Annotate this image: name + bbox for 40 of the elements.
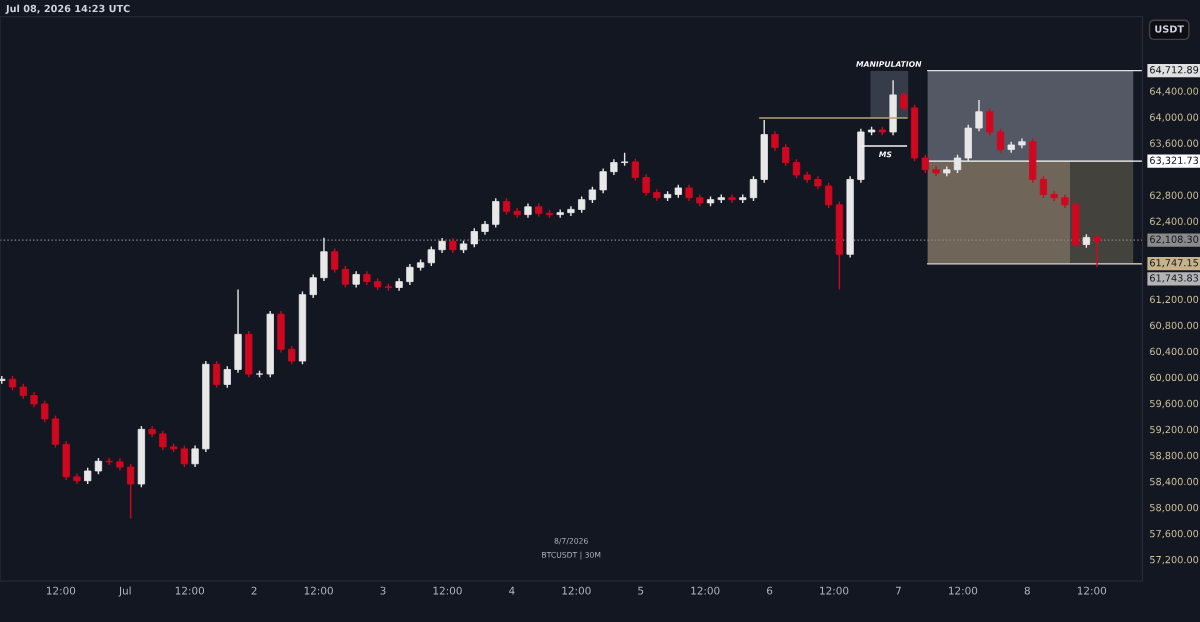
y-tick-label: 60,800.00 bbox=[1150, 321, 1199, 331]
y-tick-label: 57,200.00 bbox=[1150, 555, 1199, 565]
y-axis-title: USDT bbox=[1155, 25, 1184, 33]
x-tick-label: Jul bbox=[118, 586, 131, 597]
x-tick-label: 8 bbox=[1024, 586, 1030, 595]
ref-line-label: 64,712.89 bbox=[1150, 66, 1199, 75]
x-tick-label: 5 bbox=[638, 586, 644, 595]
chart-title: Jul 08, 2026 14:23 UTC bbox=[5, 4, 130, 14]
x-tick-label: 3 bbox=[380, 586, 386, 595]
y-tick-label: 62,400.00 bbox=[1150, 217, 1199, 226]
x-tick-label: 2 bbox=[251, 586, 257, 595]
x-tick-label: 12:00 bbox=[433, 586, 462, 595]
ref-line-label: 61,743.83 bbox=[1150, 274, 1199, 283]
y-tick-label: 59,600.00 bbox=[1150, 399, 1199, 409]
x-tick-label: 12:00 bbox=[691, 586, 720, 595]
x-tick-label: 12:00 bbox=[175, 586, 205, 595]
y-tick-label: 62,800.00 bbox=[1150, 191, 1199, 200]
y-tick-label: 59,200.00 bbox=[1150, 425, 1199, 435]
y-tick-label: 63,600.00 bbox=[1150, 139, 1199, 148]
x-tick-label: 12:00 bbox=[949, 586, 978, 595]
y-tick-label: 60,400.00 bbox=[1150, 347, 1199, 357]
ref-line-label: 61,747.15 bbox=[1150, 259, 1198, 268]
x-tick-label: 12:00 bbox=[304, 586, 333, 595]
y-tick-label: 61,200.00 bbox=[1150, 295, 1199, 305]
y-tick-label: 58,400.00 bbox=[1150, 477, 1199, 487]
x-tick-label: 12:00 bbox=[562, 586, 591, 595]
x-tick-label: 6 bbox=[767, 586, 773, 595]
ref-line-label: 63,321.73 bbox=[1150, 156, 1199, 165]
x-tick-label: 12:00 bbox=[820, 586, 849, 595]
ref-line-label: 62,108.30 bbox=[1150, 235, 1199, 244]
y-tick-label: 58,800.00 bbox=[1150, 451, 1199, 461]
x-tick-label: 12:00 bbox=[1077, 586, 1107, 595]
y-tick-label: 64,000.00 bbox=[1150, 113, 1199, 122]
y-tick-label: 57,600.00 bbox=[1150, 529, 1199, 539]
y-tick-label: 60,000.00 bbox=[1150, 373, 1199, 383]
x-tick-label: 4 bbox=[509, 586, 515, 595]
y-tick-label: 58,000.00 bbox=[1150, 503, 1199, 513]
x-tick-label: 7 bbox=[896, 586, 901, 595]
x-tick-label: 12:00 bbox=[46, 586, 76, 595]
y-tick-label: 64,400.00 bbox=[1150, 87, 1199, 96]
